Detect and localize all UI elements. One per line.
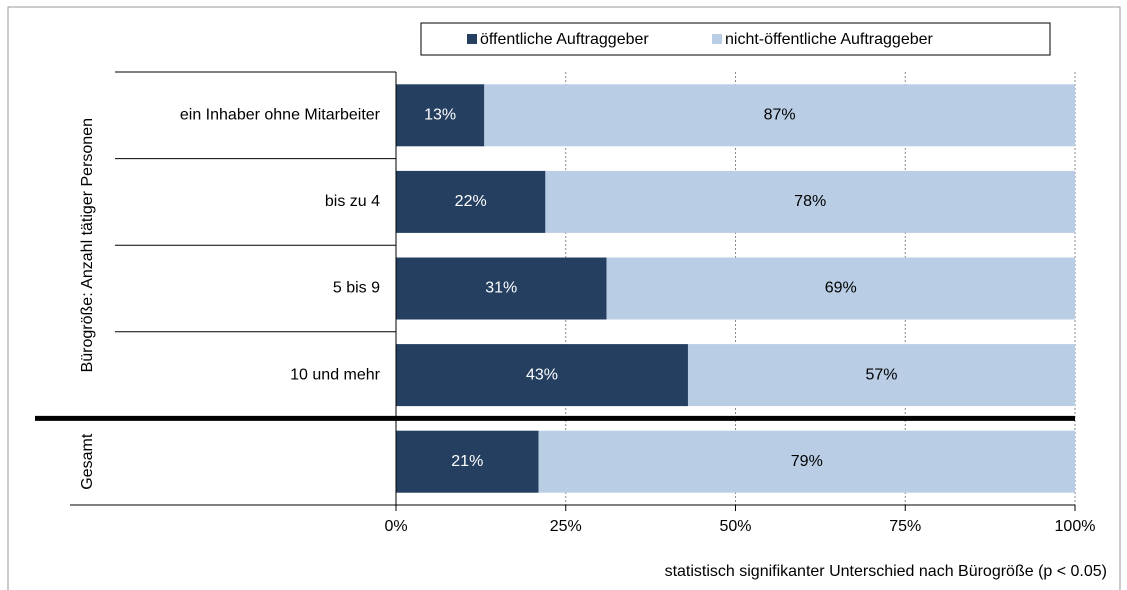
category-label: 5 bis 9 <box>333 280 380 297</box>
frame <box>7 6 1121 590</box>
x-tick-label: 75% <box>889 518 921 535</box>
legend-swatch <box>467 34 477 44</box>
group-label: Bürogröße: Anzahl tätiger Personen <box>79 118 96 372</box>
value-label: 22% <box>455 193 487 210</box>
legend-label: nicht-öffentliche Auftraggeber <box>725 31 934 48</box>
bar-segment <box>396 84 485 147</box>
bar-segment <box>396 344 688 407</box>
bar-segment <box>606 257 1075 320</box>
legend-swatch <box>712 34 722 44</box>
value-label: 69% <box>825 280 857 297</box>
bar-segment <box>538 430 1075 493</box>
value-label: 21% <box>451 453 483 470</box>
bar-segment <box>484 84 1075 147</box>
bar-segment <box>396 170 546 233</box>
value-label: 57% <box>865 366 897 383</box>
annotation: statistisch signifikanter Unterschied na… <box>665 563 1107 580</box>
value-label: 78% <box>794 193 826 210</box>
value-label: 43% <box>526 366 558 383</box>
x-tick-label: 100% <box>1055 518 1096 535</box>
x-tick-label: 25% <box>550 518 582 535</box>
legend-box <box>420 22 1051 56</box>
bar-segment <box>396 430 539 493</box>
x-tick-label: 50% <box>719 518 751 535</box>
value-label: 87% <box>764 107 796 124</box>
bar-segment <box>545 170 1075 233</box>
bar-segment <box>396 257 607 320</box>
value-label: 13% <box>424 107 456 124</box>
x-tick-label: 0% <box>384 518 407 535</box>
value-label: 31% <box>485 280 517 297</box>
bar-segment <box>687 344 1075 407</box>
legend-label: öffentliche Auftraggeber <box>480 31 649 48</box>
group-label: Gesamt <box>79 433 96 490</box>
value-label: 79% <box>791 453 823 470</box>
category-label: bis zu 4 <box>325 193 380 210</box>
category-label: ein Inhaber ohne Mitarbeiter <box>180 107 381 124</box>
category-label: 10 und mehr <box>290 366 381 383</box>
